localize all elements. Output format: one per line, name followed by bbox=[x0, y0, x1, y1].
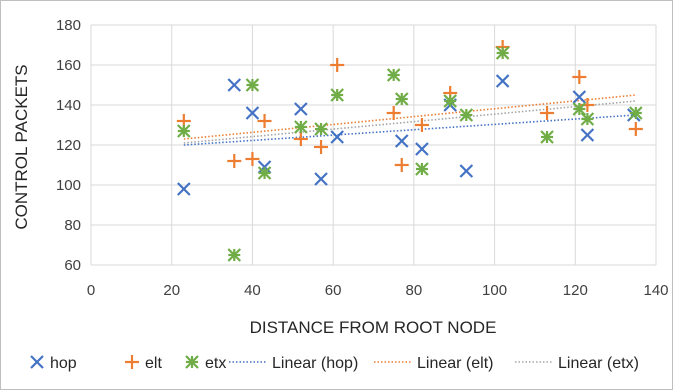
elt-point bbox=[540, 106, 555, 120]
legend-label: hop bbox=[50, 355, 77, 372]
elt-point bbox=[572, 70, 587, 84]
hop-point bbox=[394, 134, 409, 148]
etx-point bbox=[177, 124, 191, 138]
legend-hop: hop bbox=[30, 355, 77, 372]
legend-linear-elt: Linear (elt) bbox=[374, 355, 493, 372]
legend-linear-etx: Linear (etx) bbox=[515, 355, 639, 372]
marker-stroke bbox=[572, 90, 587, 104]
grid-lines bbox=[90, 24, 657, 266]
elt-point bbox=[314, 140, 329, 154]
etx-point bbox=[540, 130, 554, 144]
x-tick-label: 60 bbox=[325, 282, 342, 299]
y-axis-title: CONTROL PACKETS bbox=[12, 64, 31, 229]
y-tick-label: 80 bbox=[64, 217, 81, 234]
x-tick-label: 80 bbox=[406, 282, 423, 299]
marker-stroke bbox=[245, 106, 260, 120]
data-points bbox=[176, 40, 643, 262]
hop-point bbox=[314, 172, 328, 186]
hop-point bbox=[227, 78, 242, 92]
hop-point bbox=[572, 90, 587, 104]
elt-point bbox=[293, 132, 308, 146]
etx-point bbox=[257, 166, 272, 180]
hop-point bbox=[415, 142, 429, 156]
trendlines bbox=[183, 94, 636, 146]
legend-label: Linear (elt) bbox=[417, 355, 493, 372]
y-tick-label: 60 bbox=[64, 257, 81, 274]
hop-point bbox=[294, 102, 308, 116]
legend-label: Linear (hop) bbox=[272, 355, 358, 372]
hop-point bbox=[580, 128, 595, 142]
trendline bbox=[183, 94, 636, 140]
marker-stroke bbox=[227, 78, 242, 92]
marker-stroke bbox=[580, 128, 595, 142]
legend-label: etx bbox=[205, 355, 226, 372]
y-tick-label: 160 bbox=[56, 57, 81, 74]
etx-point bbox=[580, 112, 595, 126]
etx-point bbox=[629, 106, 643, 120]
etx-point bbox=[443, 94, 457, 108]
elt-point bbox=[386, 106, 401, 120]
x-tick-label: 40 bbox=[244, 282, 261, 299]
x-tick-label: 20 bbox=[163, 282, 180, 299]
etx-point bbox=[314, 122, 328, 136]
x-axis-title: DISTANCE FROM ROOT NODE bbox=[250, 318, 497, 337]
hop-point bbox=[330, 130, 344, 144]
marker-stroke bbox=[330, 130, 344, 144]
trendline bbox=[183, 100, 636, 144]
marker-stroke bbox=[177, 182, 191, 196]
marker-stroke bbox=[294, 102, 308, 116]
etx-point bbox=[415, 162, 429, 176]
legend: hop elt etx Linear (hop) Linear (elt) Linear … bbox=[30, 355, 639, 372]
legend-symbol bbox=[30, 355, 44, 369]
etx-point bbox=[245, 78, 260, 92]
marker-stroke bbox=[495, 74, 510, 88]
legend-symbol bbox=[125, 355, 139, 369]
etx-point bbox=[495, 46, 510, 60]
etx-point bbox=[459, 108, 474, 122]
y-tick-label: 100 bbox=[56, 177, 81, 194]
etx-point bbox=[330, 88, 344, 102]
x-tick-label: 100 bbox=[482, 282, 507, 299]
axis-ticks: 60 80 100 120 140 160 180 0 20 40 60 80 100 120 140 bbox=[56, 17, 669, 299]
marker-stroke bbox=[415, 142, 429, 156]
hop-point bbox=[495, 74, 510, 88]
elt-point bbox=[414, 118, 429, 132]
legend-label: Linear (etx) bbox=[558, 355, 639, 372]
x-tick-label: 0 bbox=[87, 282, 95, 299]
elt-point bbox=[330, 58, 345, 72]
x-tick-label: 140 bbox=[643, 282, 668, 299]
y-tick-label: 120 bbox=[56, 137, 81, 154]
marker-stroke bbox=[394, 134, 409, 148]
etx-point bbox=[386, 68, 401, 82]
marker-stroke bbox=[314, 172, 328, 186]
etx-point bbox=[294, 120, 308, 134]
marker-stroke bbox=[459, 164, 474, 178]
trendline bbox=[183, 114, 636, 146]
y-tick-label: 180 bbox=[56, 17, 81, 34]
legend-label: elt bbox=[145, 355, 162, 372]
etx-point bbox=[394, 92, 409, 106]
elt-point bbox=[227, 154, 242, 168]
elt-point bbox=[394, 158, 409, 172]
etx-point bbox=[227, 248, 242, 262]
marker-stroke bbox=[30, 355, 44, 369]
etx-point bbox=[572, 102, 587, 116]
y-tick-label: 140 bbox=[56, 97, 81, 114]
legend-symbol bbox=[185, 355, 199, 369]
hop-point bbox=[245, 106, 260, 120]
legend-etx: etx bbox=[185, 355, 226, 372]
legend-linear-hop: Linear (hop) bbox=[229, 355, 358, 372]
hop-point bbox=[459, 164, 474, 178]
legend-elt: elt bbox=[125, 355, 162, 372]
elt-point bbox=[257, 114, 272, 128]
hop-point bbox=[177, 182, 191, 196]
elt-point bbox=[245, 152, 260, 166]
elt-point bbox=[628, 122, 643, 136]
x-tick-label: 120 bbox=[563, 282, 588, 299]
